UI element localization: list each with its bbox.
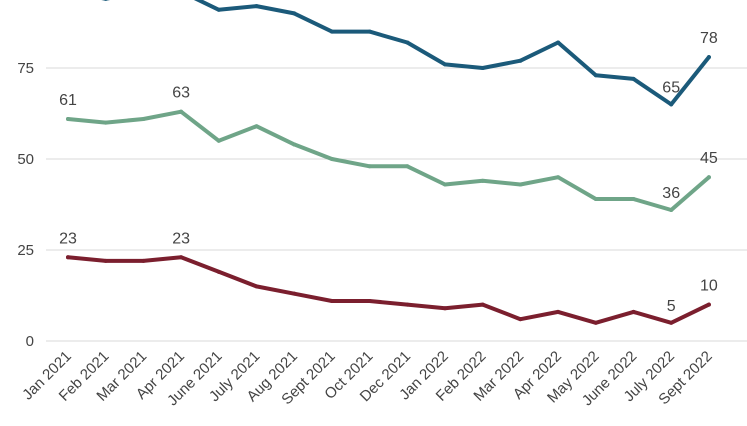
series-line-1 xyxy=(101,0,711,107)
gridlines xyxy=(46,67,747,342)
data-point xyxy=(216,7,221,12)
data-label: 23 xyxy=(59,230,77,247)
data-point xyxy=(405,164,410,169)
data-point xyxy=(669,320,674,325)
data-point xyxy=(367,298,372,303)
data-label: 36 xyxy=(662,185,680,202)
data-point xyxy=(706,55,711,60)
data-label: 23 xyxy=(172,230,190,247)
series-lines xyxy=(66,0,711,325)
data-point xyxy=(179,109,184,114)
data-point xyxy=(292,291,297,296)
data-point xyxy=(480,302,485,307)
data-point xyxy=(556,175,561,180)
data-point xyxy=(141,258,146,263)
y-tick-label: 50 xyxy=(17,151,34,168)
data-label: 45 xyxy=(700,150,718,167)
data-point xyxy=(631,309,636,314)
data-point xyxy=(443,306,447,311)
data-point xyxy=(669,207,674,212)
series-line-2 xyxy=(66,109,711,212)
y-axis-ticks: 0 25 50 75 xyxy=(17,60,34,350)
data-label: 10 xyxy=(700,278,718,295)
data-point xyxy=(669,102,674,107)
data-point xyxy=(367,29,372,34)
data-point xyxy=(706,302,711,307)
data-point xyxy=(179,255,184,260)
data-point xyxy=(405,302,410,307)
data-label: 78 xyxy=(700,30,718,47)
data-point xyxy=(631,76,636,81)
data-point xyxy=(518,182,523,187)
data-point xyxy=(480,66,485,70)
data-labels: 65 78 61 63 36 45 23 23 5 10 xyxy=(59,30,718,315)
data-point xyxy=(329,157,334,161)
data-point xyxy=(593,197,598,202)
y-tick-label: 25 xyxy=(17,242,34,259)
data-point xyxy=(292,142,297,147)
data-label: 63 xyxy=(172,85,190,102)
y-tick-label: 0 xyxy=(26,333,34,350)
data-point xyxy=(103,120,108,125)
data-point xyxy=(254,4,259,9)
data-point xyxy=(66,255,70,260)
data-point xyxy=(405,40,410,45)
data-point xyxy=(593,73,598,78)
data-point xyxy=(443,182,447,187)
data-point xyxy=(443,62,447,67)
data-point xyxy=(216,138,221,143)
data-point xyxy=(367,164,372,169)
data-point xyxy=(254,284,259,289)
data-point xyxy=(329,29,334,34)
data-point xyxy=(216,269,221,274)
data-point xyxy=(480,178,485,183)
data-point xyxy=(104,0,108,1)
data-point xyxy=(556,40,561,45)
data-point xyxy=(631,197,636,202)
data-label: 61 xyxy=(59,92,77,109)
data-point xyxy=(329,298,334,303)
data-point xyxy=(66,116,70,121)
data-point xyxy=(556,309,561,314)
data-point xyxy=(141,116,146,121)
y-tick-label: 75 xyxy=(17,60,34,77)
data-point xyxy=(518,58,523,63)
data-label: 5 xyxy=(667,298,676,315)
series-line-3 xyxy=(66,255,711,325)
data-point xyxy=(254,124,259,129)
data-label: 65 xyxy=(662,79,680,96)
data-point xyxy=(593,320,598,325)
data-point xyxy=(518,317,523,322)
data-point xyxy=(292,11,297,16)
data-point xyxy=(706,175,711,180)
data-point xyxy=(103,258,108,263)
